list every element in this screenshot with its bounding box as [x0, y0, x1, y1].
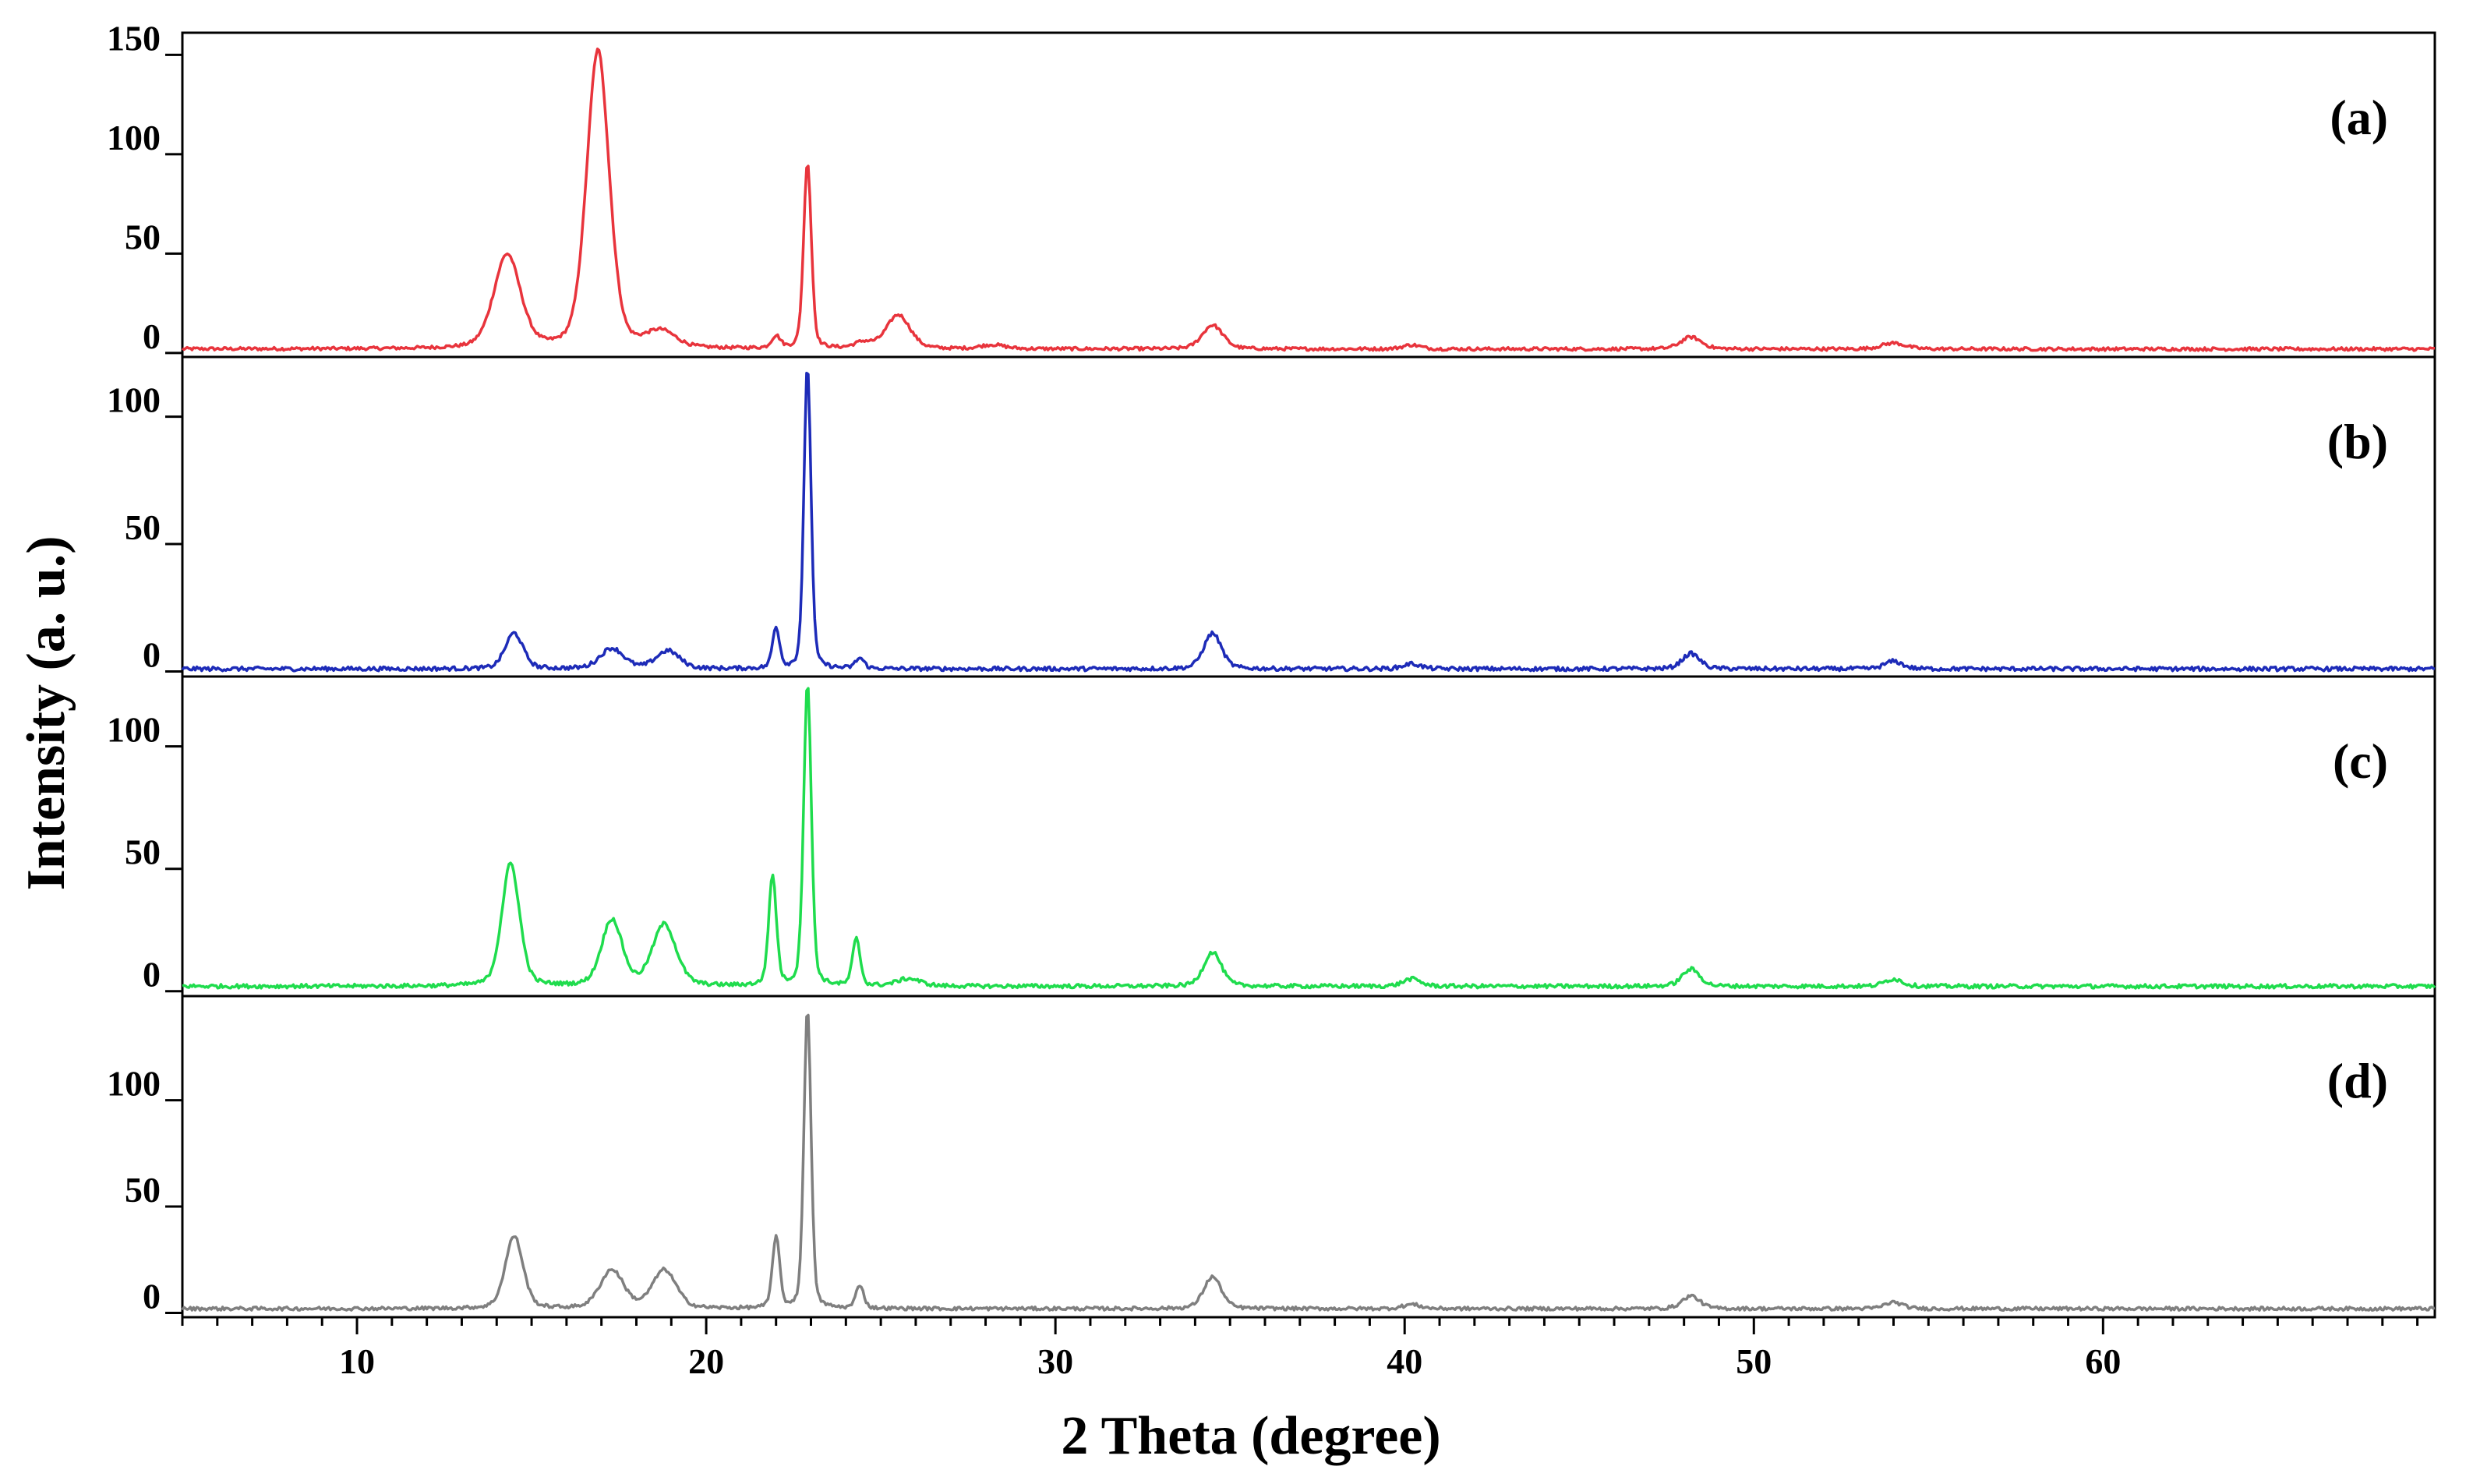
y-tick-label: 0 — [143, 1277, 161, 1316]
y-tick-label: 100 — [107, 118, 161, 157]
panel-label: (b) — [2327, 414, 2388, 469]
x-axis: 10 20 30 40 50 60 — [181, 1317, 2419, 1381]
xrd-trace-1 — [181, 48, 2435, 352]
plot-panels: 0 50 100 150 (a) 0 50 100 (b) 0 50 100 (c) 0 50 100 (d) — [107, 18, 2436, 1319]
panel-label: (c) — [2333, 733, 2388, 789]
panel-4: 0 50 100 (d) — [107, 995, 2436, 1319]
y-tick-label: 0 — [143, 634, 161, 674]
panel-label: (d) — [2327, 1053, 2388, 1108]
y-tick-label: 50 — [125, 832, 161, 872]
panel-frame — [181, 995, 2436, 1319]
x-tick-label: 30 — [1037, 1341, 1073, 1381]
x-axis-title: 2 Theta (degree) — [1061, 1406, 1440, 1466]
x-tick-label: 40 — [1387, 1341, 1422, 1381]
y-tick-label: 100 — [107, 1064, 161, 1104]
y-tick-label: 50 — [125, 507, 161, 547]
x-tick-label: 50 — [1736, 1341, 1772, 1381]
y-tick-label: 0 — [143, 316, 161, 356]
y-tick-label: 0 — [143, 955, 161, 995]
y-tick-label: 50 — [125, 217, 161, 256]
y-tick-label: 100 — [107, 710, 161, 750]
panel-label: (a) — [2330, 90, 2388, 145]
y-tick-label: 150 — [107, 18, 161, 58]
xrd-trace-3 — [182, 687, 2436, 990]
y-axis-title: Intensity (a. u.) — [16, 535, 76, 890]
x-tick-label: 10 — [339, 1341, 375, 1381]
xrd-trace-4 — [181, 1013, 2436, 1312]
x-tick-label: 60 — [2085, 1341, 2121, 1381]
y-tick-label: 100 — [107, 380, 161, 420]
y-tick-label: 50 — [125, 1170, 161, 1210]
x-tick-label: 20 — [688, 1341, 724, 1381]
xrd-trace-2 — [181, 371, 2436, 673]
